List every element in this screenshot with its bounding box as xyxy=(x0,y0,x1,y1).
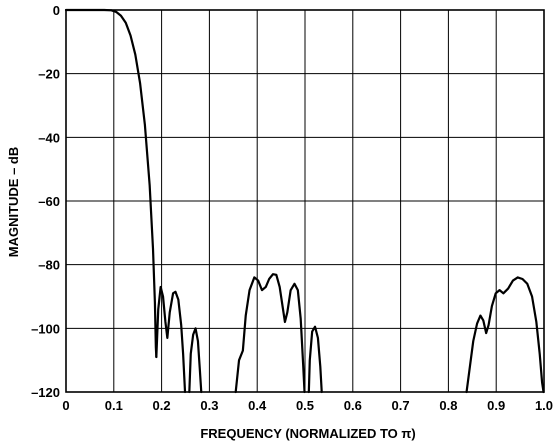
y-tick-label: –120 xyxy=(31,385,60,400)
x-tick-label: 0.2 xyxy=(153,398,171,413)
x-tick-label: 0.5 xyxy=(296,398,314,413)
x-tick-label: 0.1 xyxy=(105,398,123,413)
response-curve-segment xyxy=(64,8,158,359)
x-tick-label: 0.4 xyxy=(248,398,267,413)
magnitude-trace xyxy=(64,8,545,394)
x-axis-label: FREQUENCY (NORMALIZED TO π) xyxy=(200,426,415,441)
x-tick-label: 0.6 xyxy=(344,398,362,413)
response-curve-segment xyxy=(307,325,323,394)
y-tick-label: –100 xyxy=(31,321,60,336)
response-curve-segment xyxy=(188,327,203,394)
x-tick-label: 1.0 xyxy=(535,398,553,413)
plot-frame xyxy=(65,9,545,393)
y-axis-label: MAGNITUDE – dB xyxy=(6,147,21,258)
x-tick-label: 0.3 xyxy=(200,398,218,413)
response-curve-segment xyxy=(155,285,187,394)
x-tick-label: 0.8 xyxy=(439,398,457,413)
y-tick-label: –20 xyxy=(38,67,60,82)
y-tick-labels: 0 –20 –40 –60 –80 –100 –120 xyxy=(31,3,60,400)
y-tick-label: 0 xyxy=(53,3,60,18)
response-curve-segment xyxy=(465,276,545,394)
x-tick-label: 0.7 xyxy=(392,398,410,413)
y-tick-label: –40 xyxy=(38,130,60,145)
x-tick-label: 0 xyxy=(62,398,69,413)
x-tick-labels: 0 0.1 0.2 0.3 0.4 0.5 0.6 0.7 0.8 0.9 1.0 xyxy=(62,398,553,413)
response-curve-segment xyxy=(234,273,306,394)
y-tick-label: –60 xyxy=(38,194,60,209)
x-tick-label: 0.9 xyxy=(487,398,505,413)
y-tick-label: –80 xyxy=(38,258,60,273)
